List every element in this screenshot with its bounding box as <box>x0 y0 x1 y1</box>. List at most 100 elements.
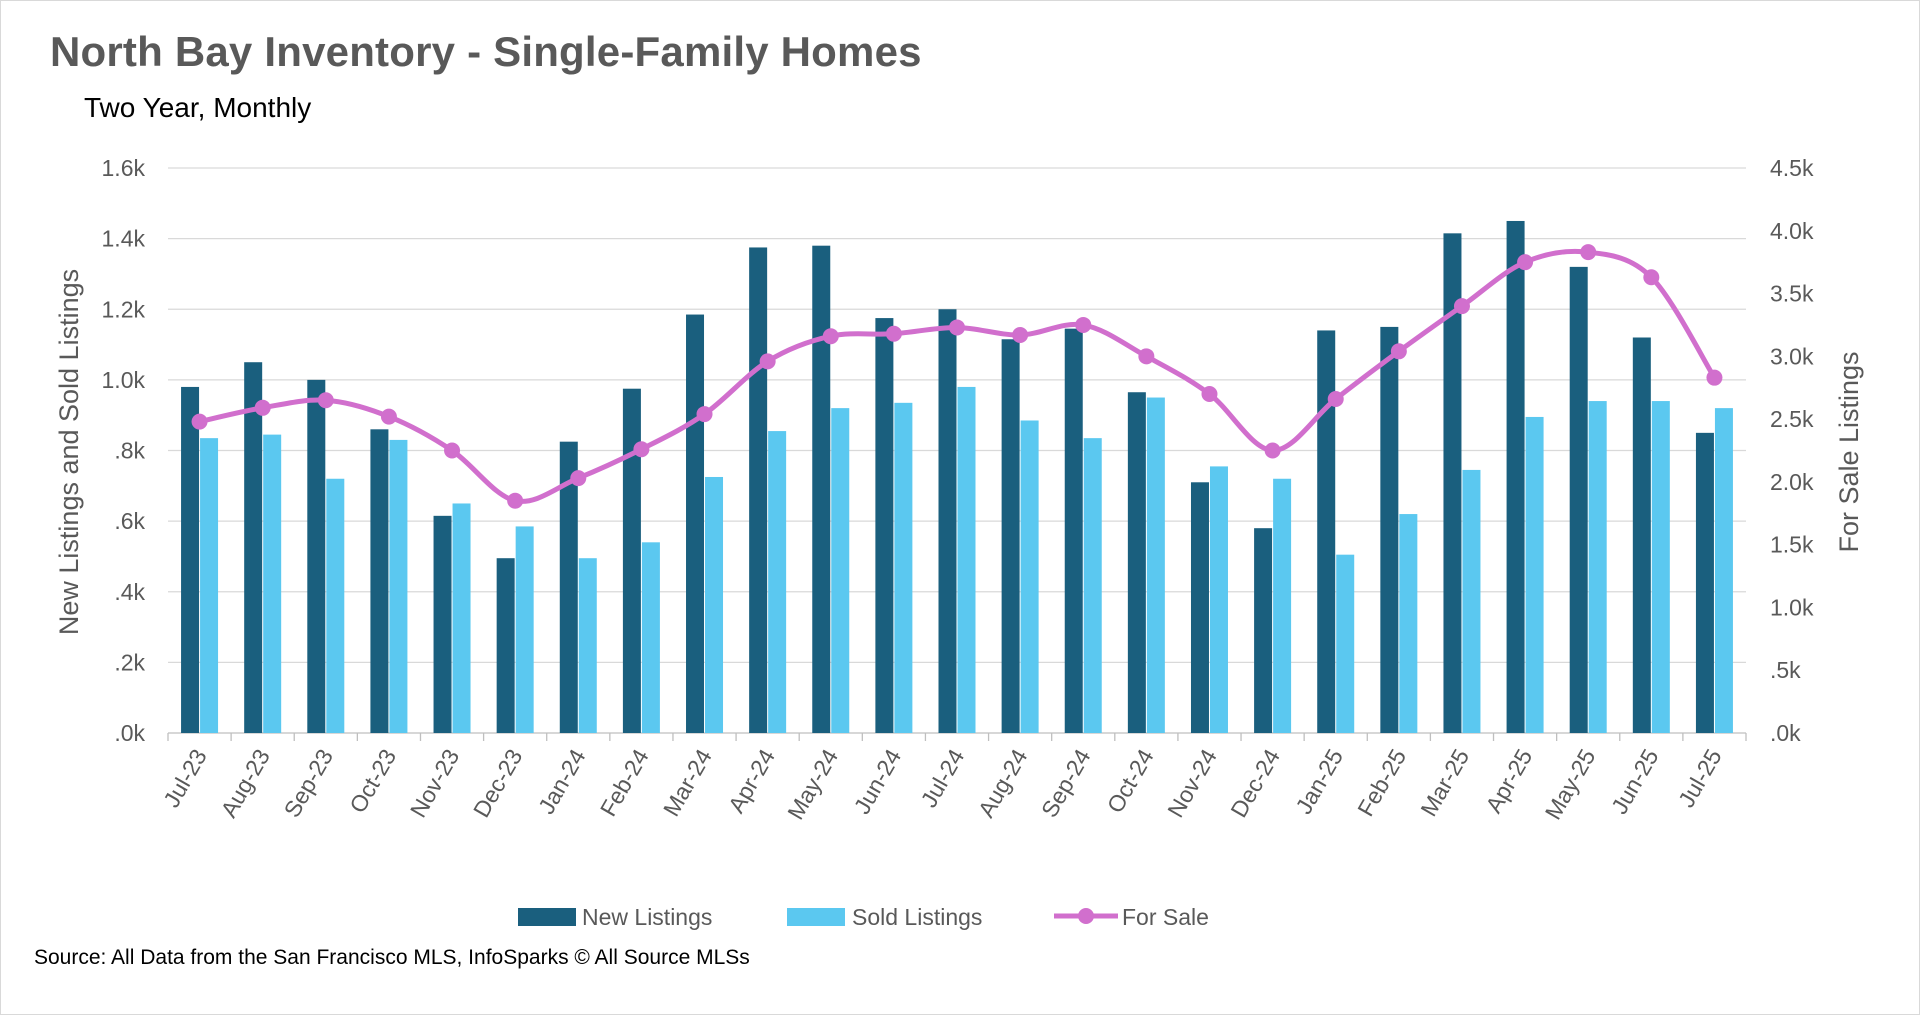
right-tick-label: 1.0k <box>1770 594 1814 620</box>
bar-sold-listings <box>515 526 534 733</box>
x-tick-label: Jul-25 <box>1673 745 1727 812</box>
bar-new-listings <box>496 558 515 733</box>
point-for-sale <box>759 353 776 370</box>
x-tick-label: Aug-23 <box>215 745 275 822</box>
left-tick-label: 1.4k <box>102 226 146 252</box>
bar-new-listings <box>1254 528 1273 733</box>
point-for-sale <box>570 470 587 487</box>
bar-sold-listings <box>1651 401 1670 733</box>
bar-new-listings <box>1317 330 1336 733</box>
bar-sold-listings <box>1146 397 1165 733</box>
right-axis-title: For Sale Listings <box>1834 351 1864 552</box>
bar-new-listings <box>686 314 705 733</box>
point-for-sale <box>1201 386 1218 402</box>
point-for-sale <box>1327 391 1344 408</box>
bar-sold-listings <box>705 476 724 733</box>
bar-sold-listings <box>894 402 913 733</box>
x-tick-label: Oct-23 <box>344 745 401 818</box>
point-for-sale <box>1012 326 1029 343</box>
legend-label-for-sale: For Sale <box>1122 904 1209 930</box>
point-for-sale <box>885 325 902 342</box>
bars-layer <box>181 220 1733 733</box>
left-tick-label: 1.0k <box>102 367 146 393</box>
bar-new-listings <box>1695 432 1714 733</box>
x-tick-label: Aug-24 <box>973 744 1033 821</box>
point-for-sale <box>1643 269 1660 286</box>
x-tick-label: Sep-23 <box>279 745 339 822</box>
right-tick-label: .5k <box>1770 657 1801 683</box>
bar-new-listings <box>1064 328 1083 733</box>
bar-new-listings <box>1127 392 1146 733</box>
x-tick-label: May-24 <box>782 744 843 824</box>
bar-sold-listings <box>452 503 471 733</box>
bar-new-listings <box>1001 339 1020 733</box>
x-tick-label: Mar-25 <box>1415 745 1474 821</box>
left-tick-label: 1.6k <box>102 155 146 181</box>
bar-sold-listings <box>389 439 408 733</box>
point-for-sale <box>1453 298 1470 315</box>
x-axis-ticks: Jul-23 Aug-23 Sep-23 Oct-23 Nov-23 Dec-23 Jan-… <box>158 733 1747 824</box>
chart-subtitle: Two Year, Monthly <box>84 92 312 123</box>
right-tick-label: 3.5k <box>1770 281 1814 307</box>
bar-sold-listings <box>1525 416 1544 733</box>
left-tick-label: .0k <box>114 720 145 746</box>
point-for-sale <box>507 492 524 509</box>
x-tick-label: Apr-25 <box>1480 745 1537 818</box>
legend-label-sold-listings: Sold Listings <box>852 904 982 930</box>
bar-new-listings <box>559 441 578 733</box>
x-tick-label: Jul-23 <box>158 745 212 812</box>
bar-new-listings <box>307 379 326 733</box>
left-axis-title: New Listings and Sold Listings <box>54 269 84 635</box>
x-tick-label: Dec-23 <box>468 745 528 822</box>
bar-sold-listings <box>326 478 345 733</box>
bar-new-listings <box>370 429 389 733</box>
left-tick-label: .4k <box>114 579 145 605</box>
left-axis-ticks: .0k .2k .4k .6k .8k 1.0k 1.2k 1.4k 1.6k <box>102 155 146 746</box>
bar-sold-listings <box>1462 469 1481 733</box>
bar-new-listings <box>1190 482 1209 733</box>
bar-new-listings <box>1380 326 1399 733</box>
x-tick-label: Jul-24 <box>915 744 969 811</box>
point-for-sale <box>444 442 461 459</box>
x-tick-label: Mar-24 <box>658 744 717 820</box>
point-for-sale <box>380 408 397 425</box>
point-for-sale <box>1075 316 1092 333</box>
x-tick-label: Feb-25 <box>1352 745 1411 821</box>
legend-swatch-for-sale-marker <box>1078 908 1094 924</box>
bar-new-listings <box>875 318 894 733</box>
chart-title: North Bay Inventory - Single-Family Home… <box>50 28 922 75</box>
right-tick-label: 3.0k <box>1770 343 1814 369</box>
point-for-sale <box>696 406 713 423</box>
legend-label-new-listings: New Listings <box>582 904 712 930</box>
bar-new-listings <box>433 515 452 733</box>
bar-sold-listings <box>768 431 787 733</box>
right-axis-ticks: .0k .5k 1.0k 1.5k 2.0k 2.5k 3.0k 3.5k 4.0k 4.5k <box>1770 155 1814 746</box>
point-for-sale <box>1264 442 1281 459</box>
bar-new-listings <box>1569 266 1588 733</box>
bar-new-listings <box>749 247 768 733</box>
bar-sold-listings <box>1020 420 1039 733</box>
bar-new-listings <box>1506 220 1525 733</box>
point-for-sale <box>1390 343 1407 360</box>
x-tick-label: Jan-25 <box>1290 745 1348 819</box>
legend: New Listings Sold Listings For Sale <box>518 904 1209 930</box>
left-tick-label: .8k <box>114 438 145 464</box>
point-for-sale <box>191 413 208 430</box>
right-tick-label: 1.5k <box>1770 532 1814 558</box>
right-tick-label: 2.0k <box>1770 469 1814 495</box>
bar-sold-listings <box>1209 466 1228 733</box>
x-tick-label: Feb-24 <box>595 744 654 820</box>
bar-sold-listings <box>1714 408 1733 733</box>
left-tick-label: .6k <box>114 508 145 534</box>
bar-sold-listings <box>1083 438 1102 733</box>
bar-sold-listings <box>1273 478 1292 733</box>
bar-sold-listings <box>200 438 219 733</box>
right-tick-label: .0k <box>1770 720 1801 746</box>
bar-sold-listings <box>1336 554 1355 733</box>
bar-sold-listings <box>1399 514 1418 733</box>
bar-new-listings <box>181 386 200 733</box>
bar-sold-listings <box>578 558 597 733</box>
point-for-sale <box>1580 244 1597 261</box>
line-layer <box>191 244 1723 509</box>
